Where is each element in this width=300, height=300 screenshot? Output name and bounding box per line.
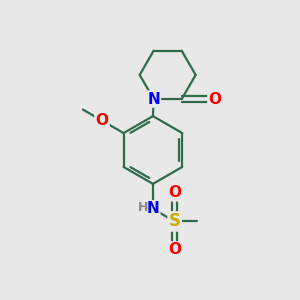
Text: O: O xyxy=(168,242,181,257)
Text: S: S xyxy=(169,212,181,230)
Text: O: O xyxy=(95,113,108,128)
Text: O: O xyxy=(208,92,221,106)
Text: H: H xyxy=(137,201,148,214)
Text: N: N xyxy=(147,92,160,106)
Text: O: O xyxy=(168,185,181,200)
Text: N: N xyxy=(147,201,159,216)
